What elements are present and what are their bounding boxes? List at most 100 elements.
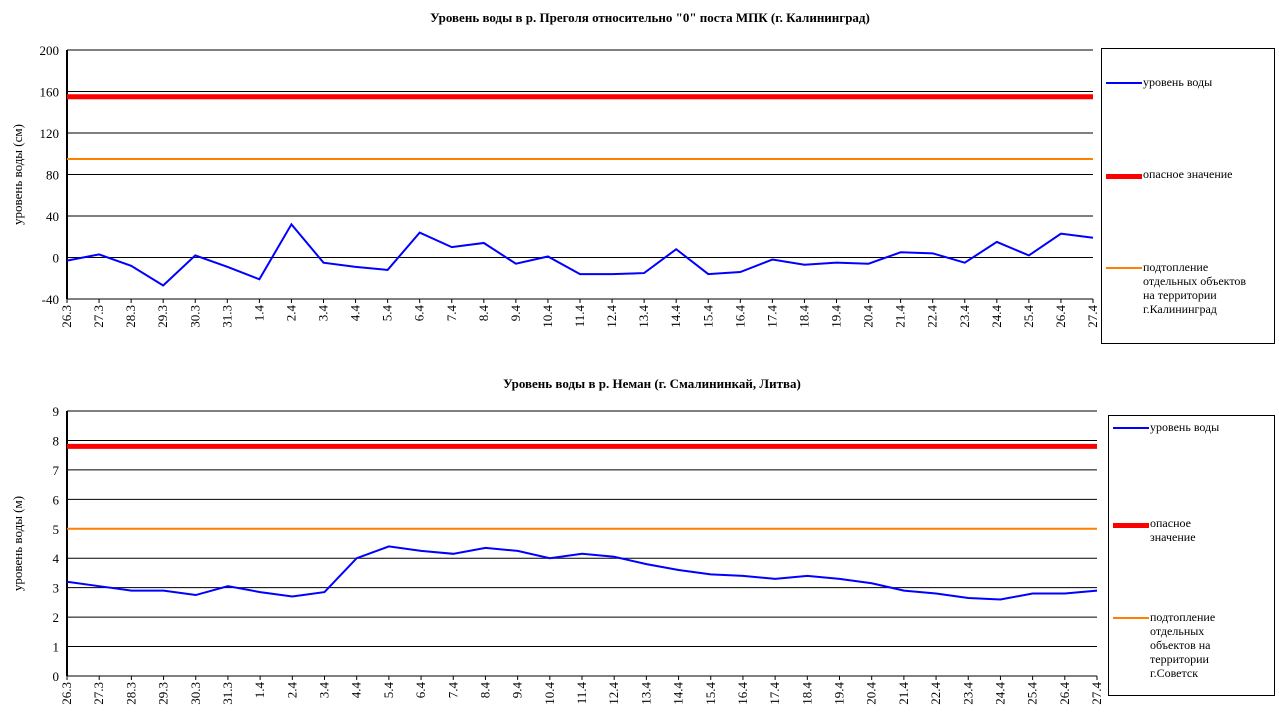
x-tick-label: 9.4 xyxy=(508,305,523,322)
x-tick-label: 10.4 xyxy=(542,682,557,705)
x-tick-label: 3.4 xyxy=(317,682,332,699)
x-tick-label: 12.4 xyxy=(604,305,619,328)
x-tick-label: 11.4 xyxy=(574,682,589,705)
x-tick-label: 19.4 xyxy=(832,682,847,705)
x-tick-label: 25.4 xyxy=(1021,305,1036,328)
x-tick-label: 23.4 xyxy=(960,682,975,705)
x-tick-label: 21.4 xyxy=(896,682,911,705)
y-tick-label: 1 xyxy=(53,640,60,655)
y-tick-label: 80 xyxy=(46,168,59,183)
x-tick-label: 24.4 xyxy=(992,682,1007,705)
y-tick-label: 200 xyxy=(40,43,60,58)
y-tick-label: 6 xyxy=(53,492,60,507)
x-tick-label: 5.4 xyxy=(381,682,396,699)
x-tick-label: 23.4 xyxy=(957,305,972,328)
y-tick-label: 2 xyxy=(53,610,60,625)
x-tick-label: 4.4 xyxy=(348,305,363,322)
x-tick-label: 28.3 xyxy=(123,682,138,705)
x-tick-label: 21.4 xyxy=(893,305,908,328)
x-tick-label: 1.4 xyxy=(251,305,266,322)
x-tick-label: 14.4 xyxy=(668,305,683,328)
y-tick-label: 0 xyxy=(53,251,60,266)
x-tick-label: 25.4 xyxy=(1025,682,1040,705)
x-tick-label: 18.4 xyxy=(796,305,811,328)
x-tick-label: 22.4 xyxy=(928,682,943,705)
x-tick-label: 16.4 xyxy=(732,305,747,328)
legend-entry: опасное значение xyxy=(1113,516,1234,544)
x-tick-label: 18.4 xyxy=(799,682,814,705)
x-tick-label: 10.4 xyxy=(540,305,555,328)
y-tick-label: 0 xyxy=(53,669,60,684)
y-tick-label: 160 xyxy=(40,85,60,100)
y-tick-label: 120 xyxy=(40,126,60,141)
x-tick-label: 27.4 xyxy=(1089,682,1104,705)
y-tick-label: 5 xyxy=(53,522,60,537)
x-tick-label: 24.4 xyxy=(989,305,1004,328)
x-tick-label: 26.4 xyxy=(1053,305,1068,328)
x-tick-label: 30.3 xyxy=(188,682,203,705)
y-axis-label: уровень воды (см) xyxy=(10,124,25,225)
y-tick-label: 9 xyxy=(53,404,60,419)
x-tick-label: 31.3 xyxy=(220,682,235,705)
series-line xyxy=(66,222,1094,287)
x-tick-label: 26.3 xyxy=(59,682,74,705)
x-tick-label: 13.4 xyxy=(638,682,653,705)
y-tick-label: 7 xyxy=(53,463,60,478)
x-tick-label: 1.4 xyxy=(252,682,267,699)
legend: уровень воды опасное значение подтопление … xyxy=(1108,415,1275,696)
legend-swatch xyxy=(1106,82,1142,84)
legend-entry: подтопление отдельных объектов на террит… xyxy=(1106,260,1253,316)
x-tick-label: 19.4 xyxy=(829,305,844,328)
x-tick-label: 8.4 xyxy=(477,682,492,699)
x-tick-label: 29.3 xyxy=(155,305,170,328)
x-tick-label: 26.3 xyxy=(59,305,74,328)
x-tick-label: 4.4 xyxy=(349,682,364,699)
x-tick-label: 27.3 xyxy=(91,305,106,328)
legend-swatch xyxy=(1113,523,1149,528)
x-tick-label: 3.4 xyxy=(316,305,331,322)
x-tick-label: 6.4 xyxy=(413,682,428,699)
x-tick-label: 12.4 xyxy=(606,682,621,705)
x-tick-label: 16.4 xyxy=(735,682,750,705)
legend-entry: уровень воды xyxy=(1113,420,1234,434)
x-tick-label: 14.4 xyxy=(671,682,686,705)
x-tick-label: 7.4 xyxy=(444,305,459,322)
x-tick-label: 5.4 xyxy=(380,305,395,322)
legend-swatch xyxy=(1113,427,1149,429)
x-tick-label: 15.4 xyxy=(700,305,715,328)
x-tick-label: 20.4 xyxy=(861,305,876,328)
x-tick-label: 30.3 xyxy=(187,305,202,328)
x-tick-label: 22.4 xyxy=(925,305,940,328)
legend-label: подтопление отдельных объектов на террит… xyxy=(1143,260,1247,316)
x-tick-label: 6.4 xyxy=(412,305,427,322)
y-tick-label: 40 xyxy=(46,209,59,224)
x-tick-label: 15.4 xyxy=(703,682,718,705)
y-tick-label: 8 xyxy=(53,433,60,448)
legend-entry: опасное значение xyxy=(1106,167,1253,181)
legend-label: уровень воды xyxy=(1143,75,1213,89)
x-tick-label: 7.4 xyxy=(445,682,460,699)
x-tick-label: 28.3 xyxy=(123,305,138,328)
legend-label: подтопление отдельных объектов на террит… xyxy=(1150,610,1216,680)
legend-swatch xyxy=(1106,174,1142,179)
x-tick-label: 27.4 xyxy=(1085,305,1100,328)
chart-title: Уровень воды в р. Неман (г. Смалининкай,… xyxy=(503,376,801,391)
x-tick-label: 26.4 xyxy=(1057,682,1072,705)
x-tick-label: 13.4 xyxy=(636,305,651,328)
x-tick-label: 8.4 xyxy=(476,305,491,322)
y-tick-label: 4 xyxy=(53,551,60,566)
legend-entry: подтопление отдельных объектов на террит… xyxy=(1113,610,1234,680)
legend: уровень воды опасное значение подтопление … xyxy=(1101,48,1275,344)
x-tick-label: 9.4 xyxy=(510,682,525,699)
x-tick-label: 17.4 xyxy=(764,305,779,328)
y-tick-label: 3 xyxy=(53,581,60,596)
legend-label: опасное значение xyxy=(1143,167,1233,181)
legend-swatch xyxy=(1106,267,1142,269)
x-tick-label: 2.4 xyxy=(283,305,298,322)
series-line xyxy=(66,545,1098,601)
x-tick-label: 31.3 xyxy=(219,305,234,328)
x-tick-label: 29.3 xyxy=(156,682,171,705)
x-tick-label: 2.4 xyxy=(284,682,299,699)
